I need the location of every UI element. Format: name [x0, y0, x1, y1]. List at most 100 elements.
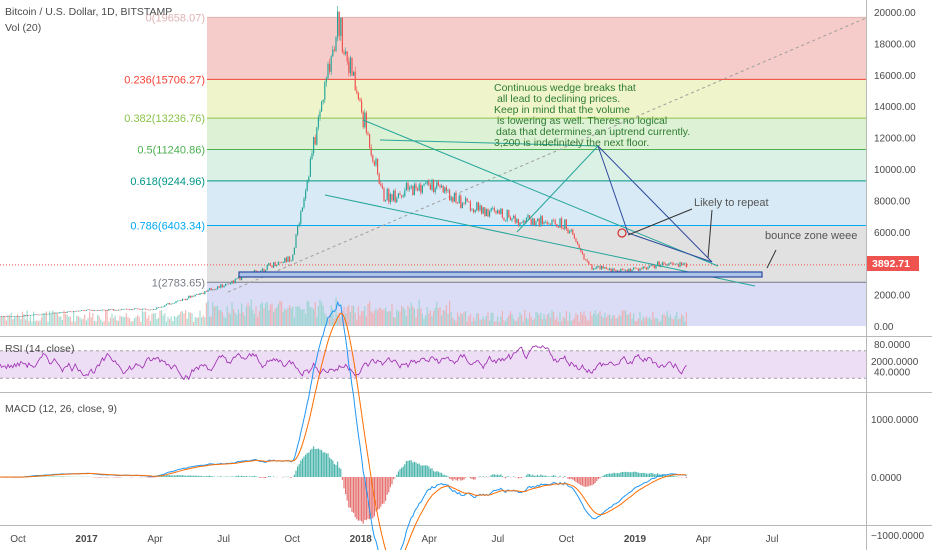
macd-panel[interactable]	[0, 393, 866, 525]
macd-histogram-bar	[638, 473, 639, 477]
macd-tick-label: 2000.0000	[871, 357, 919, 368]
macd-histogram-bar	[463, 477, 464, 480]
candle-body	[76, 311, 77, 312]
fib-zone	[207, 150, 866, 181]
macd-histogram-bar	[473, 477, 474, 480]
macd-histogram-bar	[529, 474, 530, 477]
volume-bar	[199, 311, 200, 326]
macd-histogram-bar	[431, 468, 432, 477]
volume-bar	[316, 317, 317, 326]
volume-bar	[495, 321, 496, 326]
volume-bar	[83, 319, 84, 326]
macd-histogram-bar	[595, 477, 596, 483]
candle-body	[36, 314, 37, 315]
fibonacci-retracement[interactable]: 0(19658.07)0.236(15706.27)0.382(13236.76…	[124, 12, 866, 326]
macd-histogram-bar	[604, 475, 605, 477]
macd-histogram-bar	[587, 477, 588, 487]
volume-bar	[412, 306, 413, 326]
candle-body	[291, 260, 292, 261]
macd-histogram-bar	[603, 476, 604, 477]
volume-bar	[353, 306, 354, 326]
candle-body	[420, 185, 421, 193]
volume-bar	[59, 317, 60, 326]
candle-body	[446, 187, 447, 191]
volume-bar	[251, 299, 252, 326]
volume-bar	[350, 312, 351, 326]
volume-bar	[633, 313, 634, 326]
volume-bar	[459, 316, 460, 326]
candle-body	[281, 262, 282, 263]
candle-body	[287, 257, 288, 262]
bounce-zone-note[interactable]: bounce zone weee	[765, 230, 857, 242]
candle-body	[364, 113, 365, 128]
macd-histogram-bar	[465, 477, 466, 478]
volume-bar	[68, 317, 69, 326]
macd-histogram-bar	[406, 461, 407, 477]
macd-histogram-bar	[148, 477, 149, 478]
volume-bar	[1, 317, 2, 326]
macd-histogram-bar	[455, 477, 456, 480]
macd-histogram-bar	[611, 474, 612, 477]
candle-body	[443, 186, 444, 193]
volume-bar	[257, 317, 258, 326]
candle-body	[481, 205, 482, 213]
candle-body	[140, 309, 141, 310]
volume-bar	[478, 314, 479, 326]
volume-bar	[307, 301, 308, 326]
volume-bar	[22, 312, 23, 326]
macd-histogram-bar	[519, 477, 520, 478]
volume-bar	[308, 302, 309, 326]
volume-bar	[43, 313, 44, 326]
macd-histogram-bar	[388, 477, 389, 492]
candle-body	[236, 278, 237, 279]
candle-body	[647, 267, 648, 269]
macd-histogram-bar	[471, 477, 472, 479]
volume-bar	[387, 312, 388, 326]
candle-body	[215, 289, 216, 290]
candle-body	[345, 51, 346, 54]
macd-histogram-bar	[302, 459, 303, 477]
macd-histogram-bar	[438, 472, 439, 477]
macd-histogram-bar	[166, 475, 167, 477]
candle-body	[182, 299, 183, 301]
likely-repeat-note[interactable]: Likely to repeat	[694, 197, 769, 209]
candle-body	[275, 262, 276, 266]
macd-histogram-bar	[543, 476, 544, 477]
volume-bar	[302, 310, 303, 326]
volume-bar	[527, 319, 528, 326]
volume-bar	[529, 313, 530, 326]
volume-bar	[468, 316, 469, 326]
volume-bar	[543, 314, 544, 326]
candle-body	[563, 228, 564, 229]
macd-histogram-bar	[246, 476, 247, 477]
volume-bar	[383, 309, 384, 326]
candle-body	[396, 198, 397, 202]
candle-body	[571, 230, 572, 232]
macd-histogram-bar	[308, 453, 309, 477]
volume-bar	[454, 320, 455, 326]
volume-bar	[185, 310, 186, 326]
candle-body	[422, 185, 423, 192]
candle-body	[348, 61, 349, 73]
volume-bar	[180, 312, 181, 326]
candle-body	[409, 188, 410, 190]
macd-histogram-bar	[407, 461, 408, 477]
volume-bar	[89, 312, 90, 326]
volume-bar	[409, 308, 410, 326]
volume-bar	[599, 311, 600, 326]
candle-body	[411, 186, 412, 188]
candle-body	[455, 193, 456, 203]
price-axis[interactable]: 20000.0018000.0016000.0014000.0012000.00…	[871, 8, 925, 542]
macd-histogram-bar	[404, 464, 405, 477]
volume-bar	[667, 311, 668, 326]
candle-body	[678, 264, 679, 267]
candle-body	[303, 199, 304, 208]
volume-bar	[460, 313, 461, 326]
time-tick-label: Apr	[696, 534, 712, 545]
macd-histogram-bar	[100, 477, 101, 478]
macd-tick-label: 1000.0000	[871, 415, 919, 426]
volume-bar	[108, 322, 109, 326]
candle-body	[30, 315, 31, 316]
